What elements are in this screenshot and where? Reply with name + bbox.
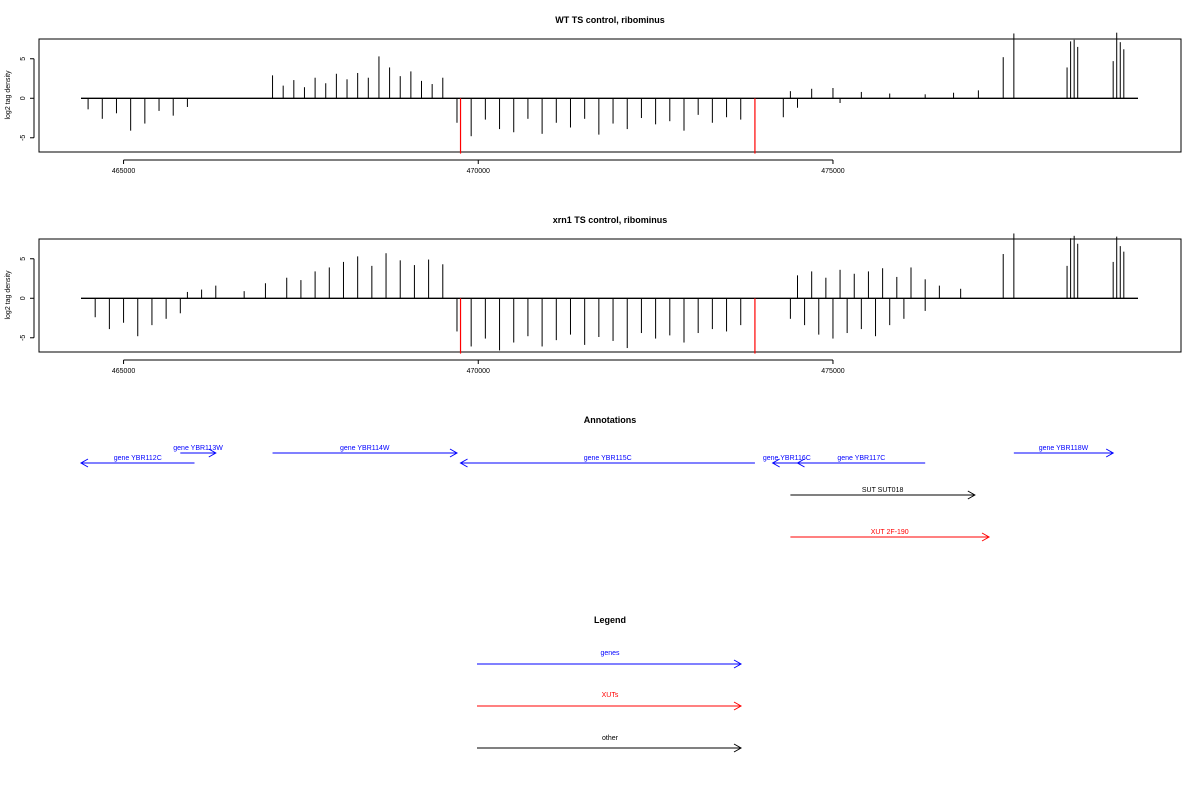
x-tick: 470000	[467, 360, 490, 375]
feature-arrowhead	[771, 458, 780, 468]
feature-arrowhead	[208, 448, 217, 458]
legend-item-arrowhead	[733, 743, 743, 753]
feature-arrowhead	[1105, 448, 1115, 458]
x-tick: 475000	[821, 160, 845, 175]
legend-item-label: other	[602, 735, 619, 742]
y-tick-label: 0	[20, 96, 27, 100]
wt-x-axis: 465000 470000 475000	[112, 159, 845, 175]
feature-arrowhead	[459, 458, 468, 468]
x-tick-label: 470000	[467, 368, 490, 375]
legend-item-arrowhead	[733, 659, 743, 669]
feature-arrowhead	[796, 458, 805, 468]
y-tick-label: -5	[20, 335, 27, 341]
feature-label: gene YBR112C	[114, 455, 162, 462]
legend-item: genes	[477, 650, 743, 669]
x-tick: 465000	[112, 160, 135, 175]
legend-item-label: XUTs	[602, 692, 619, 699]
feature-arrowhead	[449, 448, 458, 458]
wt-bars	[81, 32, 1138, 154]
wt-y-axis: -5 0 5	[20, 57, 35, 141]
feature-label: gene YBR118W	[1039, 445, 1089, 452]
wt-panel-title: WT TS control, ribominus	[555, 15, 665, 25]
xrn1-plot-frame	[38, 238, 1182, 353]
feature-label: gene YBR116C	[763, 455, 811, 462]
wt-plot-frame	[38, 38, 1182, 153]
annotations-title: Annotations	[584, 415, 637, 425]
y-tick-label: 5	[20, 257, 27, 261]
x-tick-label: 475000	[821, 368, 844, 375]
annotation-feature: gene YBR115C	[459, 455, 755, 468]
y-tick: 0	[20, 96, 34, 100]
annotation-feature: gene YBR112C	[79, 455, 195, 468]
legend-item-arrowhead	[733, 701, 743, 711]
legend-item: other	[477, 735, 743, 753]
feature-label: gene YBR114W	[340, 445, 390, 452]
xrn1-y-axis-label: log2 tag density	[5, 270, 12, 320]
y-tick: -5	[20, 135, 34, 141]
y-tick: 5	[20, 257, 34, 261]
x-tick-label: 470000	[467, 168, 490, 175]
x-tick-label: 465000	[112, 168, 135, 175]
feature-label: gene YBR115C	[584, 455, 632, 462]
legend-title: Legend	[594, 615, 626, 625]
x-tick: 475000	[821, 360, 845, 375]
feature-label: XUT 2F-190	[871, 529, 909, 536]
x-tick-label: 465000	[112, 368, 135, 375]
legend-item-label: genes	[600, 650, 620, 657]
y-tick: 0	[20, 296, 34, 300]
feature-arrowhead	[981, 532, 991, 542]
xrn1-panel-title: xrn1 TS control, ribominus	[553, 215, 668, 225]
annotation-feature: gene YBR114W	[272, 445, 458, 458]
y-tick: 5	[20, 57, 34, 61]
feature-label: SUT SUT018	[862, 487, 904, 494]
annotation-feature: gene YBR113W	[173, 445, 223, 458]
y-tick-label: -5	[20, 135, 27, 141]
xrn1-y-axis: -5 0 5	[20, 257, 35, 341]
feature-arrowhead	[79, 458, 89, 468]
xrn1-density-panel: xrn1 TS control, ribominus log2 tag dens…	[5, 215, 1182, 375]
annotation-features: gene YBR112C gene YBR113W gene YBR114W gene…	[79, 445, 1115, 542]
wt-y-axis-label: log2 tag density	[5, 70, 12, 120]
legend-item: XUTs	[477, 692, 743, 711]
y-tick: -5	[20, 335, 34, 341]
y-tick-label: 5	[20, 57, 27, 61]
annotation-feature: gene YBR116C	[763, 455, 811, 468]
annotation-feature: XUT 2F-190	[790, 529, 991, 542]
feature-arrowhead	[967, 490, 976, 500]
feature-label: gene YBR113W	[173, 445, 223, 452]
xrn1-bars	[81, 233, 1138, 354]
feature-label: gene YBR117C	[837, 455, 885, 462]
legend: Legend genes XUTs other	[477, 615, 743, 753]
annotation-feature: gene YBR117C	[796, 455, 926, 468]
annotation-feature: SUT SUT018	[790, 487, 976, 500]
x-tick-label: 475000	[821, 168, 844, 175]
x-tick: 465000	[112, 360, 135, 375]
x-tick: 470000	[467, 160, 490, 175]
xrn1-x-axis: 465000 470000 475000	[112, 359, 845, 375]
y-tick-label: 0	[20, 296, 27, 300]
annotation-feature: gene YBR118W	[1013, 445, 1115, 458]
wt-density-panel: WT TS control, ribominus log2 tag densit…	[5, 15, 1182, 175]
